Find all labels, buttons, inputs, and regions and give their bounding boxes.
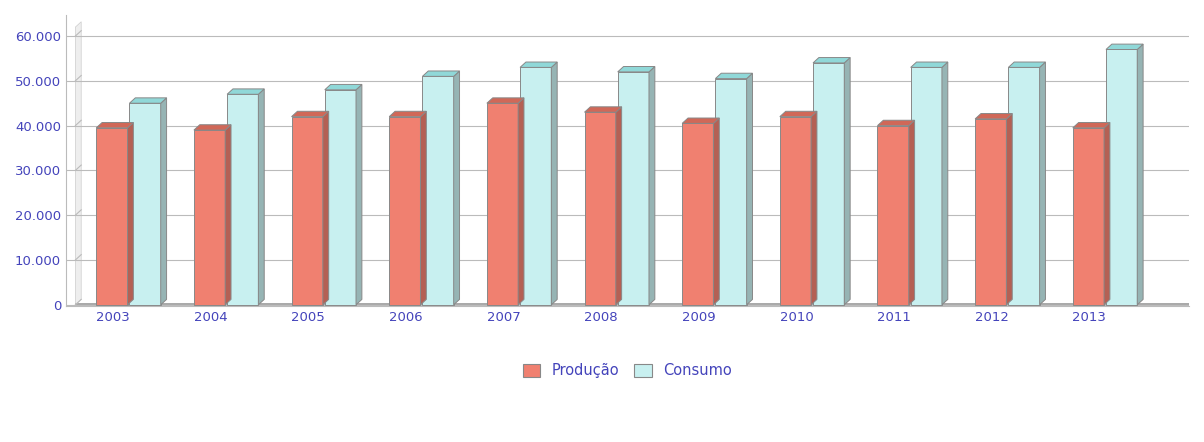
Polygon shape (420, 111, 426, 305)
Polygon shape (683, 118, 719, 123)
Bar (975, 119, 1007, 305)
Polygon shape (813, 57, 850, 63)
Polygon shape (520, 62, 557, 67)
Polygon shape (228, 89, 264, 94)
Bar (520, 67, 551, 305)
Polygon shape (584, 107, 621, 112)
Polygon shape (878, 120, 915, 126)
Polygon shape (1106, 44, 1143, 50)
Polygon shape (1008, 62, 1045, 67)
Bar (584, 112, 615, 305)
Polygon shape (518, 98, 524, 305)
Polygon shape (1007, 114, 1013, 305)
Bar (76, 303, 1204, 305)
Bar (389, 117, 420, 305)
Polygon shape (909, 120, 915, 305)
Bar (130, 103, 160, 305)
Bar (486, 103, 518, 305)
Polygon shape (615, 107, 621, 305)
Bar (813, 63, 844, 305)
Polygon shape (323, 111, 329, 305)
Polygon shape (76, 22, 81, 305)
Polygon shape (551, 62, 557, 305)
Polygon shape (325, 84, 362, 90)
Polygon shape (130, 98, 166, 103)
Polygon shape (389, 111, 426, 117)
Bar (910, 67, 942, 305)
Polygon shape (1138, 44, 1143, 305)
Polygon shape (649, 66, 655, 305)
Bar (96, 128, 128, 305)
Polygon shape (291, 111, 329, 117)
Polygon shape (160, 98, 166, 305)
Polygon shape (811, 111, 818, 305)
Polygon shape (96, 122, 134, 128)
Polygon shape (225, 125, 231, 305)
Bar (1073, 128, 1104, 305)
Bar (423, 76, 454, 305)
Polygon shape (942, 62, 948, 305)
Polygon shape (618, 66, 655, 72)
Polygon shape (423, 71, 460, 76)
Polygon shape (715, 73, 752, 79)
Bar (1106, 50, 1138, 305)
Polygon shape (975, 114, 1013, 119)
Bar (715, 79, 746, 305)
Bar (780, 117, 811, 305)
Polygon shape (1073, 122, 1110, 128)
Polygon shape (1104, 122, 1110, 305)
Polygon shape (714, 118, 719, 305)
Polygon shape (194, 125, 231, 130)
Polygon shape (486, 98, 524, 103)
Legend: Produção, Consumo: Produção, Consumo (515, 356, 739, 385)
Bar (325, 90, 356, 305)
Polygon shape (844, 57, 850, 305)
Bar (878, 126, 909, 305)
Bar (291, 117, 323, 305)
Polygon shape (780, 111, 818, 117)
Polygon shape (356, 84, 362, 305)
Polygon shape (910, 62, 948, 67)
Bar (194, 130, 225, 305)
Bar (618, 72, 649, 305)
Polygon shape (259, 89, 264, 305)
Polygon shape (1039, 62, 1045, 305)
Polygon shape (128, 122, 134, 305)
Polygon shape (746, 73, 752, 305)
Polygon shape (454, 71, 460, 305)
Bar (228, 94, 259, 305)
Bar (1008, 67, 1039, 305)
Bar (683, 123, 714, 305)
